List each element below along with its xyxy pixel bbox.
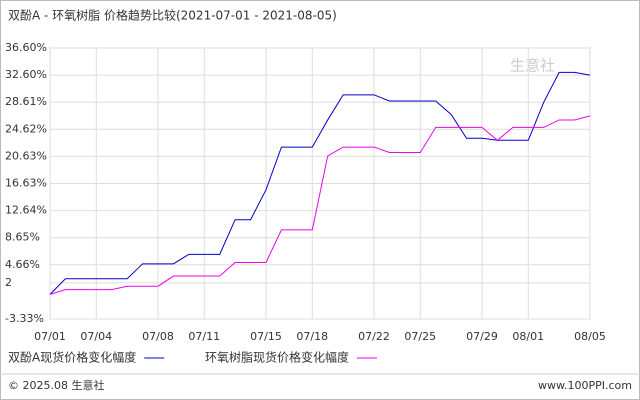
x-tick-label: 07/11 [188, 330, 220, 343]
x-tick-label: 08/05 [574, 330, 606, 343]
y-tick-label: 24.62% [5, 122, 47, 135]
y-tick-label: 36.60% [5, 41, 47, 54]
legend-label: 双酚A现货价格变化幅度 [8, 350, 136, 365]
chart-title: 双酚A - 环氧树脂 价格趋势比较(2021-07-01 - 2021-08-0… [8, 8, 337, 23]
x-tick-label: 07/08 [142, 330, 174, 343]
footer-right: www.100PPI.com [538, 379, 632, 392]
series-line [49, 71, 591, 295]
legend-label: 环氧树脂现货价格变化幅度 [205, 350, 349, 365]
x-tick-label: 07/18 [296, 330, 328, 343]
y-tick-label: 2 [5, 276, 12, 289]
y-tick-label: 16.63% [5, 177, 47, 190]
y-tick-label: 20.63% [5, 149, 47, 162]
watermark: 生意社 [510, 57, 555, 75]
footer-left: © 2025.08 生意社 [8, 378, 104, 392]
x-tick-label: 07/15 [250, 330, 282, 343]
x-tick-label: 07/01 [34, 330, 66, 343]
y-tick-label: -3.33% [5, 312, 44, 325]
x-tick-label: 07/25 [404, 330, 436, 343]
series-line [49, 115, 591, 295]
y-tick-label: 12.64% [5, 204, 47, 217]
y-tick-label: 4.66% [5, 258, 40, 271]
y-tick-label: 32.60% [5, 68, 47, 81]
x-tick-label: 07/04 [80, 330, 112, 343]
y-tick-label: 28.61% [5, 95, 47, 108]
x-tick-label: 07/22 [358, 330, 390, 343]
x-tick-label: 07/29 [466, 330, 498, 343]
y-tick-label: 8.65% [5, 231, 40, 244]
x-tick-label: 08/01 [512, 330, 544, 343]
